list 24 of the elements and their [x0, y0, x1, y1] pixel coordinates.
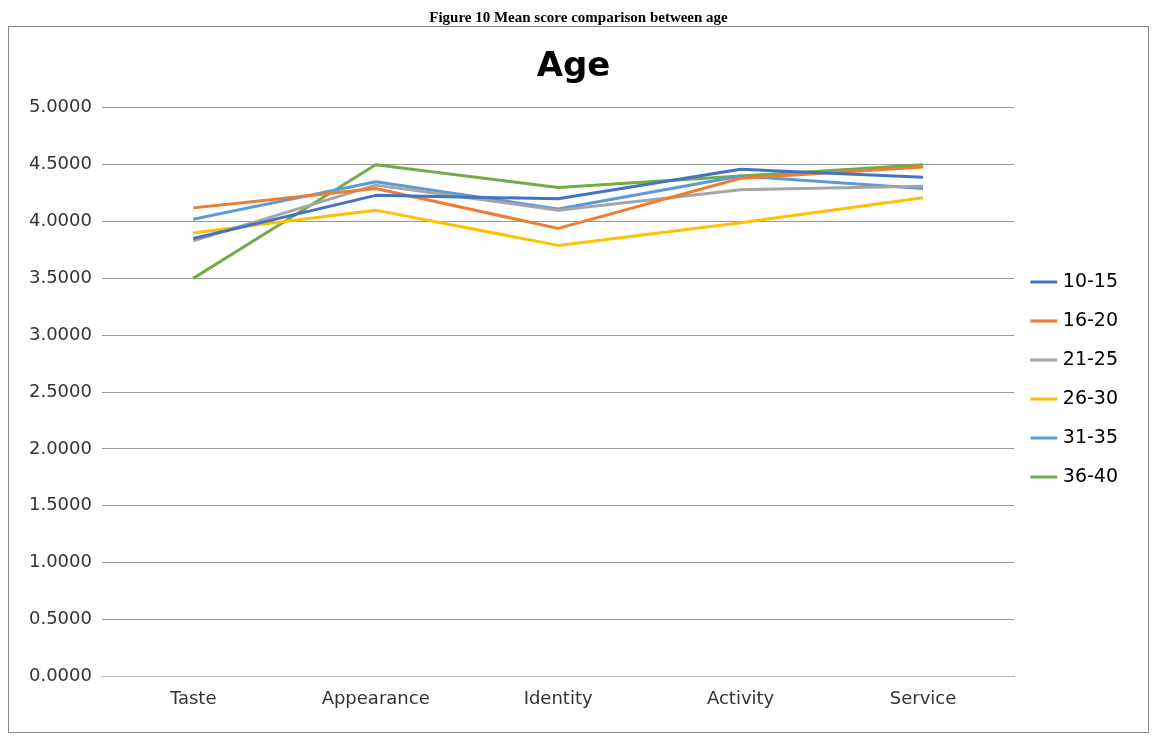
y-tick-label: 3.5000	[29, 266, 92, 288]
legend-label: 10-15	[1062, 268, 1119, 291]
legend-label: 26-30	[1062, 385, 1119, 408]
y-tick-label: 0.0000	[29, 664, 92, 686]
caption: Figure 10 Mean score comparison between age	[428, 8, 729, 26]
legend-label: 36-40	[1062, 463, 1119, 486]
y-tick-label: 0.5000	[29, 607, 92, 629]
x-tick-label: Service	[889, 686, 957, 708]
x-tick-label: Activity	[706, 686, 775, 708]
y-tick-label: 5.0000	[29, 95, 92, 117]
x-tick-label: Appearance	[321, 686, 430, 708]
y-tick-label: 1.5000	[29, 493, 92, 515]
x-tick-label: Taste	[168, 686, 217, 708]
legend-label: 31-35	[1062, 424, 1119, 447]
legend-label: 21-25	[1062, 346, 1119, 369]
chart-title: Age	[536, 44, 611, 85]
y-tick-label: 2.5000	[29, 379, 92, 401]
y-tick-label: 3.0000	[29, 322, 92, 344]
y-tick-label: 4.0000	[29, 209, 92, 231]
y-tick-label: 2.0000	[29, 436, 92, 458]
x-tick-label: Identity	[523, 686, 593, 708]
y-tick-label: 1.0000	[29, 550, 92, 572]
legend-label: 16-20	[1062, 307, 1119, 330]
y-tick-label: 4.5000	[29, 152, 92, 174]
